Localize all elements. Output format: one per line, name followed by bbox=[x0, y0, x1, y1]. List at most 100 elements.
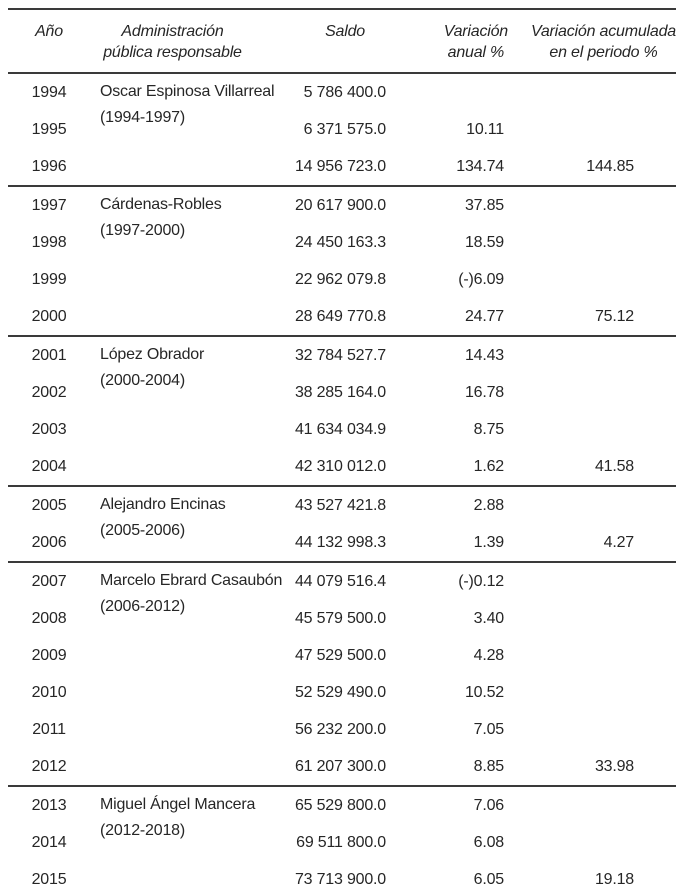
table-row: 1994 Oscar Espinosa Villarreal (1994-1997)… bbox=[8, 73, 676, 126]
year-cell: 2003 bbox=[31, 420, 67, 438]
year-cell: 2002 bbox=[31, 383, 67, 401]
table-row: 1996 14 956 723.0 134.74 144.85 bbox=[8, 148, 676, 186]
year-cell: 2012 bbox=[31, 757, 67, 775]
variacion-anual-cell bbox=[390, 73, 510, 111]
variacion-acumulada-cell bbox=[510, 485, 676, 524]
table-row: 1995 6 371 575.0 10.11 bbox=[8, 111, 676, 148]
header-admin-line2: pública responsable bbox=[103, 44, 242, 61]
variacion-acumulada-cell: 33.98 bbox=[594, 757, 634, 775]
table-row: 2015 73 713 900.0 6.05 19.18 bbox=[8, 861, 676, 891]
variacion-acumulada-cell bbox=[510, 111, 676, 148]
admin-period: (1997-2000) bbox=[100, 222, 185, 239]
header-year-label: Año bbox=[35, 23, 63, 40]
year-cell: 2008 bbox=[31, 609, 67, 627]
saldo-cell: 32 784 527.7 bbox=[248, 335, 390, 374]
year-cell: 2014 bbox=[31, 833, 67, 851]
variacion-acumulada-cell bbox=[510, 600, 676, 637]
year-cell: 2013 bbox=[8, 785, 90, 824]
saldo-cell: 28 649 770.8 bbox=[294, 307, 386, 325]
saldo-cell: 24 450 163.3 bbox=[294, 233, 386, 251]
saldo-cell: 44 132 998.3 bbox=[294, 533, 386, 551]
admin-name: Cárdenas-Robles bbox=[100, 196, 222, 213]
table-row: 1999 22 962 079.8 (-)6.09 bbox=[8, 261, 676, 298]
table-row: 2008 45 579 500.0 3.40 bbox=[8, 600, 676, 637]
table-row: 2004 42 310 012.0 1.62 41.58 bbox=[8, 448, 676, 486]
table-row: 1998 24 450 163.3 18.59 bbox=[8, 224, 676, 261]
saldo-cell: 43 527 421.8 bbox=[248, 485, 390, 524]
variacion-anual-cell: 24.77 bbox=[464, 307, 504, 325]
table-row: 2000 28 649 770.8 24.77 75.12 bbox=[8, 298, 676, 336]
header-saldo-label: Saldo bbox=[325, 23, 365, 40]
variacion-anual-cell: 8.85 bbox=[473, 757, 505, 775]
header-admin-label: Administración pública responsable bbox=[103, 21, 242, 63]
table-body: 1994 Oscar Espinosa Villarreal (1994-1997)… bbox=[8, 73, 676, 891]
saldo-cell: 41 634 034.9 bbox=[294, 420, 386, 438]
year-cell: 2006 bbox=[31, 533, 67, 551]
variacion-anual-cell: 1.39 bbox=[473, 533, 505, 551]
table-row: 2001 López Obrador (2000-2004) 32 784 527.7… bbox=[8, 335, 676, 486]
year-cell: 2011 bbox=[32, 720, 66, 738]
variacion-acumulada-cell: 144.85 bbox=[586, 157, 634, 175]
variacion-acumulada-cell bbox=[510, 185, 676, 224]
variacion-anual-cell: 16.78 bbox=[464, 383, 504, 401]
saldo-cell: 22 962 079.8 bbox=[294, 270, 386, 288]
admin-cell: Alejandro Encinas (2005-2006) bbox=[90, 485, 248, 562]
header-admin: Administración pública responsable bbox=[90, 9, 248, 74]
saldo-cell: 73 713 900.0 bbox=[294, 870, 386, 888]
admin-period: (2005-2006) bbox=[100, 522, 185, 539]
table-row: 2012 61 207 300.0 8.85 33.98 bbox=[8, 748, 676, 786]
admin-cell: Cárdenas-Robles (1997-2000) bbox=[90, 185, 248, 336]
year-cell: 2005 bbox=[8, 485, 90, 524]
header-variacion-anual-label: Variación anual % bbox=[443, 21, 509, 63]
variacion-acumulada-cell bbox=[510, 261, 676, 298]
table-row: 2007 Marcelo Ebrard Casaubón (2006-2012) 44… bbox=[8, 561, 676, 786]
header-variacion-acumulada-line2: en el periodo % bbox=[549, 44, 658, 61]
admin-cell: Miguel Ángel Mancera (2012-2018) bbox=[90, 785, 255, 891]
header-year: Año bbox=[8, 9, 90, 74]
admin-name: Oscar Espinosa Villarreal bbox=[100, 83, 275, 100]
admin-cell: López Obrador (2000-2004) bbox=[90, 335, 248, 486]
variacion-acumulada-cell bbox=[510, 824, 676, 861]
table-row: 2010 52 529 490.0 10.52 bbox=[8, 674, 676, 711]
saldo-cell: 14 956 723.0 bbox=[294, 157, 386, 175]
year-cell: 1997 bbox=[8, 185, 90, 224]
table-row: 2011 56 232 200.0 7.05 bbox=[8, 711, 676, 748]
variacion-anual-cell: 2.88 bbox=[390, 485, 510, 524]
saldo-cell: 45 579 500.0 bbox=[294, 609, 386, 627]
admin-period: (2006-2012) bbox=[100, 598, 185, 615]
variacion-anual-cell: 1.62 bbox=[473, 457, 505, 475]
saldo-cell: 42 310 012.0 bbox=[294, 457, 386, 475]
table-row: 2014 69 511 800.0 6.08 bbox=[8, 824, 676, 861]
variacion-anual-cell: 8.75 bbox=[473, 420, 505, 438]
year-cell: 2007 bbox=[8, 561, 90, 600]
variacion-acumulada-cell bbox=[510, 374, 676, 411]
saldo-cell: 6 371 575.0 bbox=[303, 120, 387, 138]
variacion-acumulada-cell bbox=[510, 73, 676, 111]
table-row: 2005 Alejandro Encinas (2005-2006) 43 527 4… bbox=[8, 485, 676, 562]
variacion-anual-cell: 3.40 bbox=[473, 609, 505, 627]
header-variacion-anual: Variación anual % bbox=[390, 9, 510, 74]
saldo-cell: 56 232 200.0 bbox=[294, 720, 386, 738]
table-row: 2002 38 285 164.0 16.78 bbox=[8, 374, 676, 411]
variacion-anual-cell: 7.05 bbox=[473, 720, 505, 738]
header-saldo: Saldo bbox=[248, 9, 390, 74]
header-variacion-acumulada-line1: Variación acumulada bbox=[530, 23, 676, 40]
admin-name: Alejandro Encinas bbox=[100, 496, 226, 513]
saldo-cell: 69 511 800.0 bbox=[296, 833, 386, 851]
saldo-cell: 5 786 400.0 bbox=[303, 83, 387, 101]
header-variacion-anual-line1: Variación bbox=[443, 23, 509, 40]
variacion-acumulada-cell: 41.58 bbox=[594, 457, 634, 475]
variacion-acumulada-cell: 75.12 bbox=[594, 307, 634, 325]
variacion-acumulada-cell bbox=[510, 411, 676, 448]
year-cell: 1994 bbox=[31, 83, 67, 101]
variacion-anual-cell: 6.08 bbox=[473, 833, 505, 851]
header-row: Año Administración pública responsable Sa… bbox=[8, 9, 676, 74]
saldo-cell: 44 079 516.4 bbox=[248, 561, 390, 600]
variacion-anual-cell: 134.74 bbox=[456, 157, 504, 175]
admin-period: (1994-1997) bbox=[100, 109, 185, 126]
variacion-acumulada-cell bbox=[510, 674, 676, 711]
admin-cell: Oscar Espinosa Villarreal (1994-1997) bbox=[90, 73, 275, 186]
table-row: 2003 41 634 034.9 8.75 bbox=[8, 411, 676, 448]
variacion-anual-cell: 10.52 bbox=[464, 683, 504, 701]
